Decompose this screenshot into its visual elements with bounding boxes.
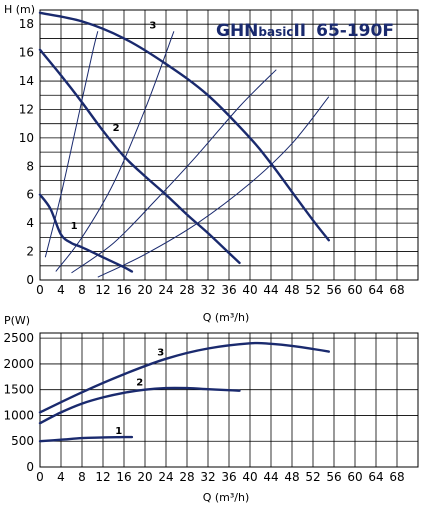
head-series: 1 2 3 (38, 11, 330, 273)
y-tick-label: 0 (26, 460, 34, 474)
y-tick-label: 12 (19, 102, 34, 116)
y-tick-label: 2000 (3, 357, 34, 371)
x-tick-label: 40 (242, 283, 257, 297)
y-tick-label: 2500 (3, 331, 34, 345)
x-tick-label: 20 (137, 470, 152, 484)
head-chart: 123 0 4 8 12 16 20 24 28 32 36 40 44 48 52 56 60 64 68 02… (4, 3, 419, 324)
x-tick-label: 48 (284, 283, 299, 297)
x-tick-label: 36 (221, 283, 236, 297)
x-tick-label: 44 (263, 470, 278, 484)
x-tick-label: 52 (305, 470, 320, 484)
head-y-axis-label: H (m) (4, 3, 35, 16)
x-tick-label: 4 (57, 283, 65, 297)
x-tick-label: 32 (200, 283, 215, 297)
y-tick-label: 4 (26, 216, 34, 230)
y-tick-label: 8 (26, 159, 34, 173)
x-tick-label: 48 (284, 470, 299, 484)
series-label-3: 3 (157, 348, 164, 359)
x-tick-label: 44 (263, 283, 278, 297)
x-tick-label: 20 (137, 283, 152, 297)
y-tick-label: 14 (19, 74, 34, 88)
x-tick-label: 16 (116, 283, 131, 297)
y-tick-label: 0 (26, 273, 34, 287)
x-tick-label: 12 (95, 470, 110, 484)
y-tick-label: 16 (19, 46, 34, 60)
head-x-axis-label: Q (m³/h) (203, 311, 250, 324)
series-label-2: 2 (136, 378, 143, 389)
x-tick-label: 4 (57, 470, 65, 484)
x-tick-label: 12 (95, 283, 110, 297)
x-tick-label: 32 (200, 470, 215, 484)
x-tick-label: 68 (389, 283, 404, 297)
series-line-1 (38, 193, 134, 273)
series-label-1: 1 (71, 221, 78, 232)
x-tick-label: 40 (242, 470, 257, 484)
title-brand: GHN (216, 21, 258, 41)
power-y-tick-labels: 0 500 1000 1500 2000 2500 (3, 331, 34, 474)
x-tick-label: 56 (326, 470, 341, 484)
power-grid (39, 333, 418, 468)
y-tick-label: 1000 (3, 408, 34, 422)
x-tick-label: 36 (221, 470, 236, 484)
x-tick-label: 28 (179, 283, 194, 297)
series-label-2: 2 (113, 123, 120, 134)
y-tick-label: 2 (26, 245, 34, 259)
x-tick-label: 56 (326, 283, 341, 297)
head-system-curves (44, 31, 330, 278)
head-grid (39, 10, 418, 281)
x-tick-label: 0 (36, 283, 44, 297)
title-sub: basic (258, 25, 293, 39)
title-size: 65-190F (316, 21, 394, 41)
x-tick-label: 0 (36, 470, 44, 484)
title-model: II (293, 21, 306, 41)
y-tick-label: 6 (26, 188, 34, 202)
series-line-2 (38, 386, 241, 425)
power-y-axis-label: P(W) (4, 314, 30, 327)
series-line-3 (38, 341, 330, 414)
series-line-2 (38, 48, 241, 265)
chart-title: GHNbasicII 65-190F (216, 21, 394, 41)
series-label-3: 3 (149, 20, 156, 31)
y-tick-label: 18 (19, 17, 34, 31)
power-x-tick-labels: 0 4 8 12 16 20 24 28 32 36 40 44 48 52 56 60 64 68 (36, 470, 404, 484)
x-tick-label: 64 (368, 470, 383, 484)
power-chart: 123 0 4 8 12 16 20 24 28 32 36 40 44 48 52 56 60 64 68 05… (3, 314, 419, 504)
x-tick-label: 60 (347, 283, 362, 297)
system-curve (55, 31, 175, 272)
x-tick-label: 68 (389, 470, 404, 484)
x-tick-label: 28 (179, 470, 194, 484)
series-line-3 (38, 11, 330, 242)
power-x-axis-label: Q (m³/h) (203, 491, 250, 504)
x-tick-label: 16 (116, 470, 131, 484)
x-tick-label: 24 (158, 470, 173, 484)
series-line-1 (38, 435, 134, 443)
system-curve (97, 96, 330, 278)
x-tick-label: 8 (78, 470, 86, 484)
y-tick-label: 1500 (3, 383, 34, 397)
x-tick-label: 52 (305, 283, 320, 297)
series-label-1: 1 (115, 426, 122, 437)
x-tick-label: 8 (78, 283, 86, 297)
x-tick-label: 60 (347, 470, 362, 484)
system-curve (44, 31, 99, 258)
y-tick-label: 500 (11, 434, 34, 448)
x-tick-label: 24 (158, 283, 173, 297)
system-curve (71, 69, 277, 274)
x-tick-label: 64 (368, 283, 383, 297)
head-x-tick-labels: 0 4 8 12 16 20 24 28 32 36 40 44 48 52 56 60 64 68 (36, 283, 404, 297)
power-series: 1 2 3 (38, 341, 330, 443)
y-tick-label: 10 (19, 131, 34, 145)
head-y-tick-labels: 0 2 4 6 8 10 12 14 16 18 (19, 17, 34, 287)
